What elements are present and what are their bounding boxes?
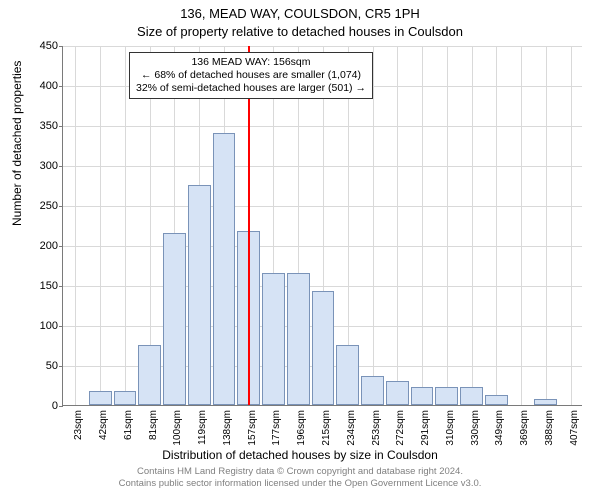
y-tick — [59, 246, 63, 247]
x-tick-label: 196sqm — [297, 410, 307, 450]
x-tick-label: 215sqm — [322, 410, 332, 450]
gridline-v — [571, 46, 572, 405]
x-tick-label: 42sqm — [99, 410, 109, 450]
x-tick-label: 157sqm — [248, 410, 258, 450]
reference-line — [248, 46, 250, 405]
x-tick-label: 119sqm — [198, 410, 208, 450]
x-tick-label: 330sqm — [471, 410, 481, 450]
y-tick — [59, 366, 63, 367]
histogram-bar — [262, 273, 285, 405]
annotation-line-1: 136 MEAD WAY: 156sqm — [136, 56, 366, 69]
y-tick-label: 0 — [18, 401, 58, 412]
footer-line-1: Contains HM Land Registry data © Crown c… — [0, 466, 600, 478]
histogram-bar — [411, 387, 434, 405]
gridline-v — [447, 46, 448, 405]
histogram-bar — [460, 387, 483, 405]
y-tick-label: 250 — [18, 201, 58, 212]
y-tick-label: 300 — [18, 161, 58, 172]
y-tick-label: 450 — [18, 41, 58, 52]
gridline-v — [373, 46, 374, 405]
x-tick-label: 388sqm — [545, 410, 555, 450]
histogram-bar — [312, 291, 335, 405]
histogram-bar — [485, 395, 508, 405]
histogram-bar — [287, 273, 310, 405]
x-tick-label: 310sqm — [446, 410, 456, 450]
footer-line-2: Contains public sector information licen… — [0, 478, 600, 490]
gridline-v — [422, 46, 423, 405]
y-tick — [59, 326, 63, 327]
annotation-box: 136 MEAD WAY: 156sqm ← 68% of detached h… — [129, 52, 373, 99]
gridline-v — [125, 46, 126, 405]
x-tick-label: 349sqm — [495, 410, 505, 450]
y-tick — [59, 406, 63, 407]
gridline-v — [75, 46, 76, 405]
x-tick-label: 234sqm — [347, 410, 357, 450]
chart-title: 136, MEAD WAY, COULSDON, CR5 1PH — [0, 6, 600, 21]
histogram-bar — [89, 391, 112, 405]
x-tick-label: 177sqm — [272, 410, 282, 450]
gridline-v — [100, 46, 101, 405]
y-tick-label: 100 — [18, 321, 58, 332]
x-tick-label: 100sqm — [173, 410, 183, 450]
gridline-v — [521, 46, 522, 405]
gridline-v — [397, 46, 398, 405]
histogram-bar — [336, 345, 359, 405]
annotation-line-3: 32% of semi-detached houses are larger (… — [136, 82, 366, 95]
y-tick — [59, 46, 63, 47]
x-tick-label: 138sqm — [223, 410, 233, 450]
histogram-bar — [435, 387, 458, 405]
footer-credits: Contains HM Land Registry data © Crown c… — [0, 466, 600, 491]
x-tick-label: 407sqm — [570, 410, 580, 450]
y-tick-label: 50 — [18, 361, 58, 372]
x-tick-label: 61sqm — [124, 410, 134, 450]
x-axis-label: Distribution of detached houses by size … — [0, 448, 600, 462]
x-tick-label: 81sqm — [149, 410, 159, 450]
chart-container: 136, MEAD WAY, COULSDON, CR5 1PH Size of… — [0, 0, 600, 500]
y-tick — [59, 166, 63, 167]
y-tick — [59, 86, 63, 87]
annotation-line-2: ← 68% of detached houses are smaller (1,… — [136, 69, 366, 82]
gridline-v — [546, 46, 547, 405]
histogram-bar — [138, 345, 161, 405]
gridline-v — [472, 46, 473, 405]
y-tick-label: 400 — [18, 81, 58, 92]
chart-subtitle: Size of property relative to detached ho… — [0, 24, 600, 39]
y-tick — [59, 206, 63, 207]
histogram-bar — [114, 391, 137, 405]
x-tick-label: 291sqm — [421, 410, 431, 450]
plot-area: 136 MEAD WAY: 156sqm ← 68% of detached h… — [62, 46, 582, 406]
y-tick — [59, 126, 63, 127]
x-tick-label: 369sqm — [520, 410, 530, 450]
y-tick-label: 350 — [18, 121, 58, 132]
histogram-bar — [361, 376, 384, 405]
y-tick-label: 200 — [18, 241, 58, 252]
histogram-bar — [213, 133, 236, 405]
histogram-bar — [534, 399, 557, 405]
y-tick-label: 150 — [18, 281, 58, 292]
x-tick-label: 253sqm — [372, 410, 382, 450]
histogram-bar — [163, 233, 186, 405]
x-tick-label: 272sqm — [396, 410, 406, 450]
y-tick — [59, 286, 63, 287]
x-tick-label: 23sqm — [74, 410, 84, 450]
histogram-bar — [386, 381, 409, 405]
histogram-bar — [188, 185, 211, 405]
gridline-v — [496, 46, 497, 405]
